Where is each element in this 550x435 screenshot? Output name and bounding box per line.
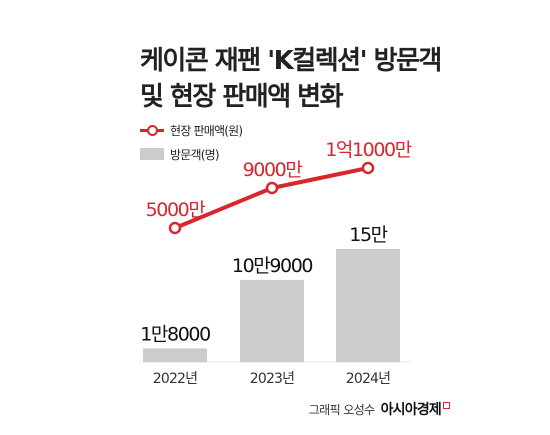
category-label-2: 2023년 xyxy=(250,371,295,387)
legend-label-visitors: 방문객(명) xyxy=(170,147,220,162)
category-label-1: 2022년 xyxy=(153,371,198,387)
chart-title-line-1: 케이콘 재팬 'K컬렉션' 방문객 xyxy=(140,46,442,76)
category-labels: 2022년 2023년 2024년 xyxy=(153,371,391,387)
chart-title-line-2: 및 현장 판매액 변화 xyxy=(140,82,344,112)
publisher-logo: 아시아경제 xyxy=(380,402,442,418)
sales-point-2 xyxy=(265,181,279,195)
sales-line-series: 5000만 9000만 1억1000만 xyxy=(146,139,413,235)
sales-label-1: 5000만 xyxy=(146,199,206,221)
graphic-credit: 그래픽 오성수 xyxy=(308,402,375,417)
legend-bar-swatch xyxy=(140,148,164,160)
visitor-bar-label-1: 1만8000 xyxy=(140,323,210,345)
visitor-bar-label-3: 15만 xyxy=(349,224,387,246)
sales-point-1 xyxy=(168,221,182,235)
sales-label-2: 9000만 xyxy=(243,159,303,181)
legend-item-visitors: 방문객(명) xyxy=(140,142,290,166)
visitor-bar-label-2: 10만9000 xyxy=(232,255,313,277)
legend-item-sales: 현장 판매액(원) xyxy=(140,118,290,142)
legend-label-sales: 현장 판매액(원) xyxy=(170,123,243,138)
category-label-3: 2024년 xyxy=(346,371,391,387)
logo-mark-icon xyxy=(443,401,450,409)
visitor-bar-2 xyxy=(240,279,304,362)
visitor-bar-1 xyxy=(143,348,207,362)
chart-legend: 현장 판매액(원) 방문객(명) xyxy=(140,118,290,166)
legend-line-swatch xyxy=(140,123,164,137)
visitor-bar-3 xyxy=(336,249,400,362)
sales-point-3 xyxy=(361,161,375,175)
credit: 그래픽 오성수 아시아경제 xyxy=(250,398,450,420)
visitor-bar-labels: 1만8000 10만9000 15만 xyxy=(140,224,389,345)
visitor-bars xyxy=(143,249,400,362)
sales-label-3: 1억1000만 xyxy=(325,139,412,161)
